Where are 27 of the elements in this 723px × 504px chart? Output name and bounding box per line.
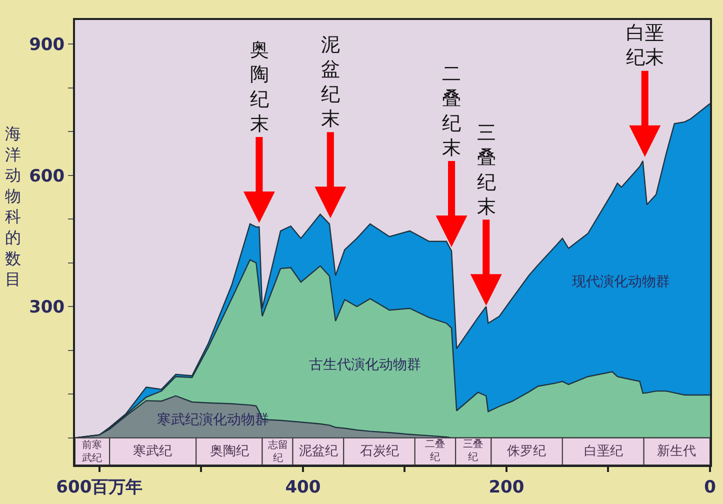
series-label: 寒武纪演化动物群 <box>157 412 269 428</box>
annotation: 奥陶纪末 <box>250 39 269 136</box>
band-label: 石炭纪 <box>360 444 399 459</box>
band-label: 志留纪 <box>268 439 288 464</box>
band-label: 新生代 <box>657 444 696 459</box>
y-tick-label: 900 <box>29 35 65 56</box>
y-axis-title: 海洋动物科的数目 <box>5 124 21 289</box>
series-label: 现代演化动物群 <box>572 274 670 290</box>
band-label: 泥盆纪 <box>299 444 338 459</box>
band-label: 奥陶纪 <box>210 444 249 459</box>
band-label: 寒武纪 <box>133 443 172 459</box>
annotation: 泥盆纪末 <box>321 34 340 130</box>
x-tick-label: 600百万年 <box>56 477 143 498</box>
band-label: 前寒武纪 <box>82 439 102 464</box>
x-tick-label: 400 <box>285 477 321 498</box>
band-label: 侏罗纪 <box>507 444 546 459</box>
band-label: 二叠纪 <box>425 439 445 463</box>
series-label: 古生代演化动物群 <box>309 357 421 373</box>
annotation: 二叠纪末 <box>442 63 461 160</box>
y-tick-label: 300 <box>29 298 65 318</box>
annotation: 三叠纪末 <box>477 122 496 218</box>
x-tick-label: 0 <box>704 477 716 498</box>
x-tick-label: 200 <box>488 477 524 498</box>
annotation: 白垩纪末 <box>626 22 664 69</box>
band-label: 白垩纪 <box>584 444 623 459</box>
y-tick-label: 600 <box>29 166 65 186</box>
band-label: 三叠纪 <box>463 439 483 463</box>
